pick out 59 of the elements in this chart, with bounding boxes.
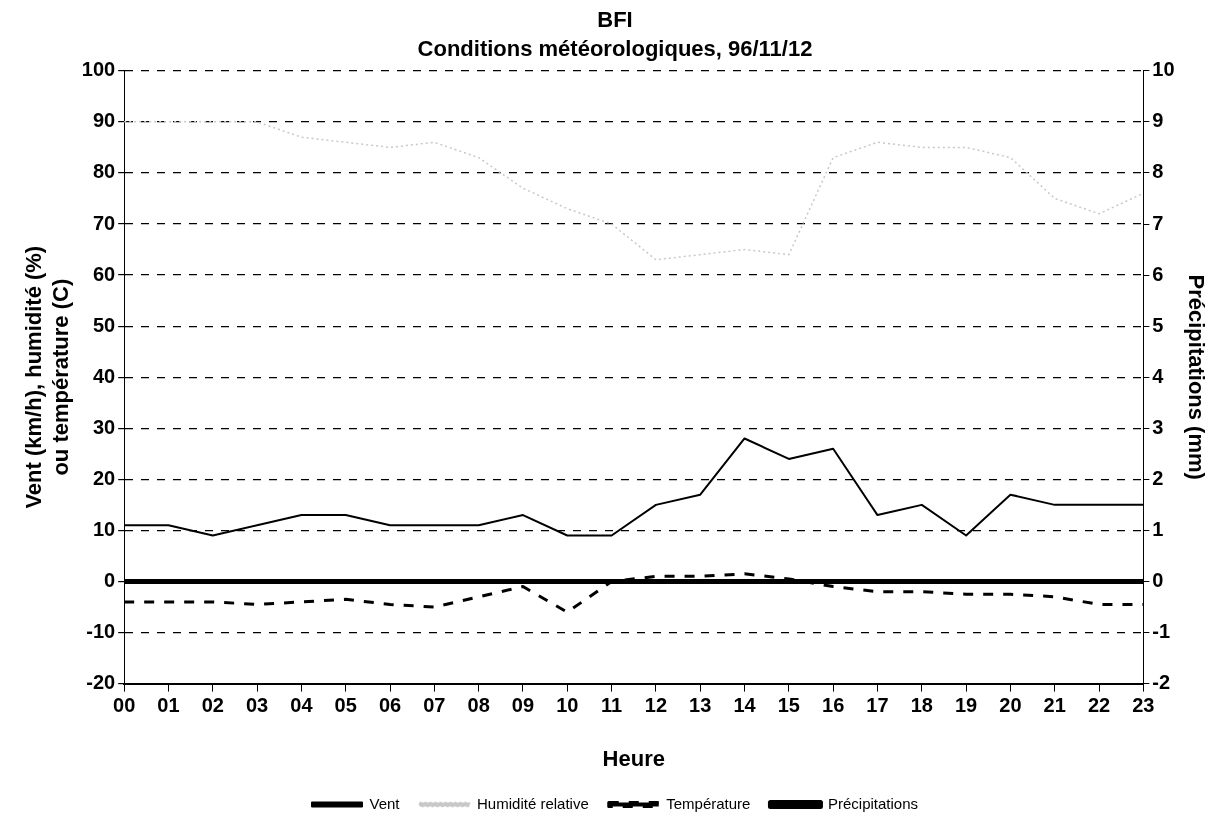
y-tick-label: 50 <box>92 313 116 336</box>
chart-subtitle: Conditions météorologiques, 96/11/12 <box>417 35 813 61</box>
y-tick-label: 20 <box>92 466 116 489</box>
y-tick-label: -10 <box>86 620 116 643</box>
x-tick-label: 20 <box>999 694 1022 717</box>
y2-tick-label: 7 <box>1152 211 1164 234</box>
x-tick-label: 21 <box>1043 694 1066 717</box>
y-tick-label: 60 <box>92 262 116 285</box>
x-tick-label: 22 <box>1087 694 1111 717</box>
y2-tick-label: 0 <box>1152 568 1164 591</box>
x-tick-label: 11 <box>601 694 623 717</box>
x-axis-title: Heure <box>602 745 665 771</box>
y-tick-label: 10 <box>92 517 116 540</box>
y2-tick-label: 2 <box>1152 466 1164 489</box>
x-tick-label: 23 <box>1132 694 1155 717</box>
x-tick-label: 12 <box>644 694 668 717</box>
legend-label: Humidité relative <box>477 794 589 812</box>
legend-label: Vent <box>369 794 401 812</box>
y-tick-label: 90 <box>92 109 116 132</box>
y-tick-label: 80 <box>92 160 116 183</box>
x-tick-label: 17 <box>866 694 889 717</box>
y-tick-label: 70 <box>92 211 116 234</box>
y-tick-label: 0 <box>104 568 116 591</box>
x-tick-label: 19 <box>954 694 978 717</box>
y2-axis-title: Précipitations (mm) <box>1183 274 1209 480</box>
x-tick-label: 03 <box>245 694 269 717</box>
y2-tick-label: 1 <box>1152 517 1164 540</box>
y2-tick-label: 9 <box>1152 109 1164 132</box>
legend-label: Précipitations <box>827 794 918 812</box>
y2-tick-label: 3 <box>1152 415 1164 438</box>
x-tick-label: 14 <box>733 694 757 717</box>
y2-tick-label: 10 <box>1152 58 1175 81</box>
x-tick-label: 13 <box>689 694 712 717</box>
legend-label: Température <box>666 794 751 812</box>
x-tick-label: 05 <box>334 694 357 717</box>
x-tick-label: 09 <box>511 694 535 717</box>
x-tick-label: 18 <box>910 694 933 717</box>
y-tick-label: 40 <box>92 364 116 387</box>
x-tick-label: 15 <box>777 694 800 717</box>
y-tick-label: 100 <box>81 58 116 81</box>
x-tick-label: 01 <box>157 694 180 717</box>
x-tick-label: 00 <box>113 694 136 717</box>
y2-tick-label: 6 <box>1152 262 1164 285</box>
x-tick-label: 04 <box>290 694 314 717</box>
y2-tick-label: 8 <box>1152 160 1164 183</box>
x-tick-label: 08 <box>467 694 490 717</box>
y-tick-label: 30 <box>92 415 116 438</box>
y2-tick-label: 5 <box>1152 313 1164 336</box>
x-tick-label: 02 <box>201 694 224 717</box>
x-tick-label: 07 <box>423 694 446 717</box>
y-tick-label: -20 <box>86 671 116 694</box>
y2-tick-label: -2 <box>1152 671 1171 694</box>
x-tick-label: 16 <box>822 694 845 717</box>
chart-title: BFI <box>597 7 633 33</box>
x-tick-label: 10 <box>556 694 579 717</box>
y2-tick-label: -1 <box>1152 620 1171 643</box>
y2-tick-label: 4 <box>1152 364 1165 387</box>
x-tick-label: 06 <box>378 694 402 717</box>
y-axis-title: Vent (km/h), humidité (%) ou température (C) <box>21 245 73 509</box>
